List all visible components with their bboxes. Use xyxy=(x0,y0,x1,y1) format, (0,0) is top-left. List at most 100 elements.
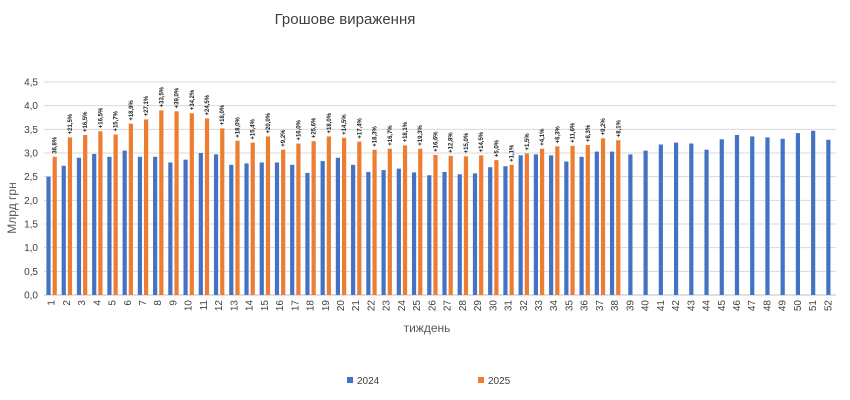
bar-2025 xyxy=(250,142,255,295)
bar-2024 xyxy=(427,175,432,295)
bar-2024 xyxy=(92,153,97,295)
bar-2024 xyxy=(259,162,264,295)
data-label: +14,5% xyxy=(479,131,485,152)
bar-2024 xyxy=(366,171,371,295)
legend-label: 2025 xyxy=(488,376,511,387)
bar-2024 xyxy=(795,133,801,295)
data-label: +4,1% xyxy=(540,128,546,146)
x-tick-label: 20 xyxy=(336,300,347,312)
bar-2024 xyxy=(168,162,173,295)
x-tick-label: 32 xyxy=(519,300,530,312)
bar-2025 xyxy=(174,111,179,295)
x-tick-label: 21 xyxy=(351,300,362,312)
data-label: +33,5% xyxy=(159,86,165,107)
bar-2024 xyxy=(658,144,663,295)
bar-2024 xyxy=(213,154,219,295)
x-tick-label: 8 xyxy=(153,300,164,306)
x-tick-label: 9 xyxy=(168,300,179,306)
x-tick-label: 52 xyxy=(823,300,834,312)
data-label: 36,8% xyxy=(53,136,59,154)
x-tick-label: 11 xyxy=(199,300,210,311)
y-tick-label: 1,0 xyxy=(24,243,38,254)
x-tick-label: 26 xyxy=(427,300,438,312)
x-tick-label: 47 xyxy=(747,300,758,312)
bar-2024 xyxy=(503,166,508,295)
bar-2025 xyxy=(189,113,194,296)
bar-2025 xyxy=(265,136,271,295)
bar-2025 xyxy=(448,155,453,295)
bar-2025 xyxy=(402,145,408,295)
bar-2024 xyxy=(351,164,356,295)
bar-2025 xyxy=(98,131,103,295)
data-label: +8,3% xyxy=(586,124,592,142)
bar-2024 xyxy=(183,159,188,295)
bar-2025 xyxy=(600,138,606,295)
data-label: +24,5% xyxy=(205,94,211,115)
data-labels: 36,8% +21,5% +16,5% +16,5% +15,7% +18,9% +27,1… xyxy=(53,86,623,162)
x-tick-label: 28 xyxy=(458,300,469,312)
bar-2024 xyxy=(488,167,493,295)
x-tick-label: 22 xyxy=(366,300,377,312)
y-axis-title: Млрд грн xyxy=(5,182,19,233)
bar-2025 xyxy=(113,134,118,295)
x-tick-label: 43 xyxy=(686,300,697,312)
x-tick-label: 4 xyxy=(92,300,103,306)
bar-2024 xyxy=(643,150,648,295)
chart-title: Грошове вираження xyxy=(275,11,416,28)
x-tick-label: 18 xyxy=(306,300,317,312)
x-tick-label: 31 xyxy=(504,300,515,312)
bar-2024 xyxy=(335,157,340,295)
data-label: +15,7% xyxy=(114,110,120,131)
bar-2024 xyxy=(518,155,523,295)
bar-2024 xyxy=(305,172,310,295)
data-label: +18,3% xyxy=(373,126,379,147)
bar-2024 xyxy=(107,156,112,295)
bars xyxy=(46,110,831,296)
x-tick-label: 40 xyxy=(641,300,652,312)
data-label: +17,4% xyxy=(357,117,363,138)
x-tick-label: 25 xyxy=(412,300,423,312)
data-label: +21,5% xyxy=(68,113,74,134)
data-label: +34,2% xyxy=(190,89,196,110)
bar-2024 xyxy=(549,155,554,295)
bar-2024 xyxy=(46,176,51,295)
x-tick-label: 50 xyxy=(793,300,804,312)
bar-2025 xyxy=(494,160,499,295)
bar-2024 xyxy=(320,161,325,295)
bar-2025 xyxy=(204,118,210,296)
data-label: +16,6% xyxy=(433,131,439,152)
data-label: +1,1% xyxy=(510,144,516,162)
bar-2025 xyxy=(357,141,362,295)
bar-2025 xyxy=(235,140,240,295)
bar-2025 xyxy=(463,156,469,295)
bar-2025 xyxy=(281,149,286,295)
bar-2024 xyxy=(472,173,478,295)
y-tick-label: 3,5 xyxy=(24,125,38,136)
x-tick-label: 34 xyxy=(549,300,560,312)
x-tick-label: 19 xyxy=(321,300,332,312)
bar-2025 xyxy=(342,137,347,295)
x-tick-label: 37 xyxy=(595,300,606,312)
y-tick-label: 2,0 xyxy=(24,196,38,207)
x-tick-label: 14 xyxy=(245,300,256,312)
bar-2024 xyxy=(76,157,82,295)
bar-2025 xyxy=(144,119,149,295)
bar-2024 xyxy=(734,135,740,295)
legend-swatch xyxy=(347,377,353,383)
bar-2025 xyxy=(128,123,133,295)
data-label: +16,0% xyxy=(296,119,302,140)
bar-2025 xyxy=(52,156,57,295)
bar-2024 xyxy=(609,151,615,295)
x-tick-label: 33 xyxy=(534,300,545,312)
bar-2025 xyxy=(585,144,590,295)
bar-2024 xyxy=(719,139,724,295)
data-label: +12,8% xyxy=(449,132,455,153)
x-tick-label: 7 xyxy=(138,300,149,306)
legend-label: 2024 xyxy=(357,376,380,387)
y-tick-label: 3,0 xyxy=(24,149,38,160)
x-tick-label: 36 xyxy=(580,300,591,312)
bar-2025 xyxy=(159,110,164,296)
data-label: +18,0% xyxy=(327,112,333,133)
bar-2024 xyxy=(811,130,816,295)
